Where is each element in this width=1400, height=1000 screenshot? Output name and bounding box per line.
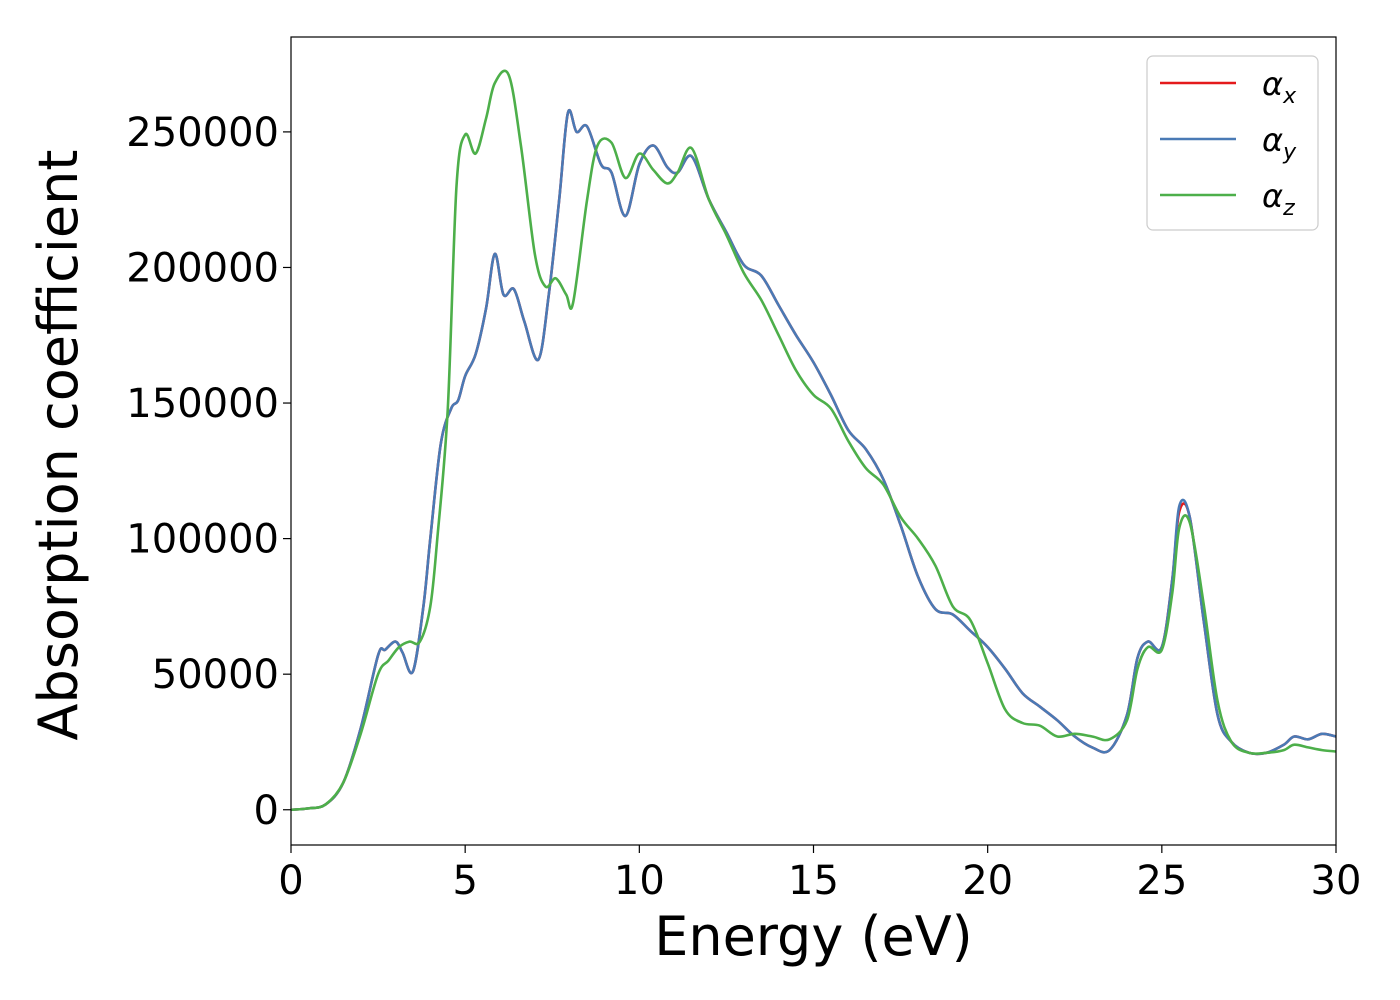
x-axis-ticks: 0 5 10 15 20 25 30 [278,845,1361,904]
x-tick-label: 5 [452,858,477,904]
series-line-z [290,69,1337,812]
y-tick-label: 50000 [152,652,279,698]
x-axis-label: Energy (eV) [654,905,973,968]
x-tick-label: 10 [614,858,665,904]
legend-label-y: αy [1262,121,1297,165]
legend-label-z: αz [1262,177,1295,221]
y-tick-label: 250000 [126,110,279,156]
plot-frame [290,36,1337,846]
plot-lines [290,69,1337,812]
x-tick-label: 25 [1136,858,1187,904]
y-tick-label: 0 [254,788,279,834]
y-axis-label: Absorption coefficient [27,150,90,741]
x-tick-label: 20 [962,858,1013,904]
y-axis-ticks: 0 50000 100000 150000 200000 250000 [126,110,291,834]
x-tick-label: 15 [788,858,839,904]
legend: αx αy αz [1146,55,1319,231]
x-tick-label: 0 [278,858,303,904]
x-tick-label: 30 [1311,858,1362,904]
y-tick-label: 100000 [126,517,279,563]
legend-box [1146,55,1319,231]
y-tick-label: 150000 [126,381,279,427]
series-line-y [290,109,1337,812]
y-tick-label: 200000 [126,245,279,291]
legend-label-x: αx [1262,65,1297,109]
